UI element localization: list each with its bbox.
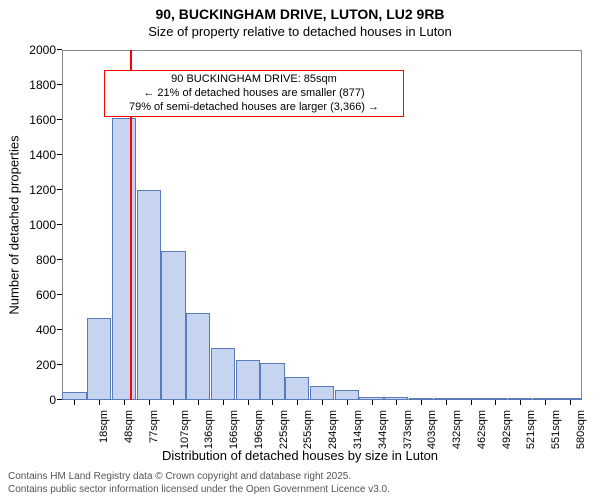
x-tick-mark xyxy=(421,400,422,405)
title-main: 90, BUCKINGHAM DRIVE, LUTON, LU2 9RB xyxy=(0,6,600,22)
x-tick-mark xyxy=(173,400,174,405)
x-tick-mark xyxy=(446,400,447,405)
x-tick-mark xyxy=(322,400,323,405)
x-tick-mark xyxy=(545,400,546,405)
x-tick-label: 521sqm xyxy=(525,410,537,449)
x-tick-label: 196sqm xyxy=(253,410,265,449)
x-tick-label: 225sqm xyxy=(278,410,290,449)
x-tick-label: 284sqm xyxy=(327,410,339,449)
y-tick-label: 1800 xyxy=(29,78,62,92)
y-tick-mark xyxy=(57,154,62,155)
x-tick-label: 462sqm xyxy=(476,410,488,449)
x-tick-label: 77sqm xyxy=(148,410,160,443)
x-tick-mark xyxy=(570,400,571,405)
y-tick-label: 2000 xyxy=(29,43,62,57)
x-tick-mark xyxy=(347,400,348,405)
x-tick-mark xyxy=(223,400,224,405)
callout-box: 90 BUCKINGHAM DRIVE: 85sqm ← 21% of deta… xyxy=(104,70,404,117)
histogram-bar xyxy=(260,363,284,400)
x-tick-label: 48sqm xyxy=(123,410,135,443)
histogram-bar xyxy=(87,318,111,400)
x-tick-label: 166sqm xyxy=(228,410,240,449)
titles-block: 90, BUCKINGHAM DRIVE, LUTON, LU2 9RB Siz… xyxy=(0,0,600,39)
y-tick-mark xyxy=(57,119,62,120)
y-tick-mark xyxy=(57,224,62,225)
title-sub: Size of property relative to detached ho… xyxy=(0,24,600,39)
histogram-bar xyxy=(335,390,359,401)
y-tick-mark xyxy=(57,189,62,190)
x-tick-label: 580sqm xyxy=(575,410,587,449)
x-tick-mark xyxy=(396,400,397,405)
attribution-line2: Contains public sector information licen… xyxy=(8,484,390,497)
y-tick-label: 1600 xyxy=(29,113,62,127)
x-tick-label: 403sqm xyxy=(426,410,438,449)
x-tick-mark xyxy=(124,400,125,405)
histogram-bar xyxy=(161,251,185,400)
x-tick-mark xyxy=(198,400,199,405)
histogram-bar xyxy=(137,190,161,400)
attribution: Contains HM Land Registry data © Crown c… xyxy=(8,471,390,496)
x-axis-title: Distribution of detached houses by size … xyxy=(0,448,600,463)
y-tick-label: 0 xyxy=(49,393,62,407)
x-tick-label: 314sqm xyxy=(352,410,364,449)
y-tick-mark xyxy=(57,49,62,50)
y-axis-label: Number of detached properties xyxy=(7,135,22,314)
x-tick-label: 136sqm xyxy=(204,410,216,449)
y-tick-label: 1400 xyxy=(29,148,62,162)
y-tick-label: 1200 xyxy=(29,183,62,197)
x-tick-label: 255sqm xyxy=(303,410,315,449)
histogram-bar xyxy=(211,348,235,401)
y-tick-label: 600 xyxy=(36,288,62,302)
x-tick-mark xyxy=(149,400,150,405)
x-tick-mark xyxy=(372,400,373,405)
attribution-line1: Contains HM Land Registry data © Crown c… xyxy=(8,471,390,484)
y-tick-label: 400 xyxy=(36,323,62,337)
histogram-bar xyxy=(285,377,309,400)
histogram-bar xyxy=(236,360,260,400)
chart-container: 90, BUCKINGHAM DRIVE, LUTON, LU2 9RB Siz… xyxy=(0,0,600,500)
callout-line2: ← 21% of detached houses are smaller (87… xyxy=(111,87,397,101)
x-tick-mark xyxy=(471,400,472,405)
y-tick-mark xyxy=(57,259,62,260)
y-tick-mark xyxy=(57,329,62,330)
x-tick-mark xyxy=(248,400,249,405)
y-tick-mark xyxy=(57,294,62,295)
x-tick-mark xyxy=(74,400,75,405)
x-tick-label: 344sqm xyxy=(377,410,389,449)
x-tick-mark xyxy=(99,400,100,405)
y-tick-label: 800 xyxy=(36,253,62,267)
plot-area: 90 BUCKINGHAM DRIVE: 85sqm ← 21% of deta… xyxy=(62,50,582,400)
x-tick-mark xyxy=(520,400,521,405)
x-tick-label: 107sqm xyxy=(179,410,191,449)
histogram-bar xyxy=(186,313,210,401)
x-tick-label: 492sqm xyxy=(501,410,513,449)
x-tick-label: 432sqm xyxy=(451,410,463,449)
x-tick-mark xyxy=(495,400,496,405)
y-tick-mark xyxy=(57,364,62,365)
x-tick-label: 373sqm xyxy=(402,410,414,449)
x-tick-mark xyxy=(272,400,273,405)
x-tick-label: 551sqm xyxy=(550,410,562,449)
histogram-bar xyxy=(62,392,86,400)
x-tick-mark xyxy=(297,400,298,405)
histogram-bar xyxy=(310,386,334,400)
x-tick-label: 18sqm xyxy=(98,410,110,443)
y-tick-mark xyxy=(57,84,62,85)
y-tick-mark xyxy=(57,399,62,400)
callout-line3: 79% of semi-detached houses are larger (… xyxy=(111,101,397,115)
callout-line1: 90 BUCKINGHAM DRIVE: 85sqm xyxy=(111,73,397,87)
y-tick-label: 200 xyxy=(36,358,62,372)
y-tick-label: 1000 xyxy=(29,218,62,232)
